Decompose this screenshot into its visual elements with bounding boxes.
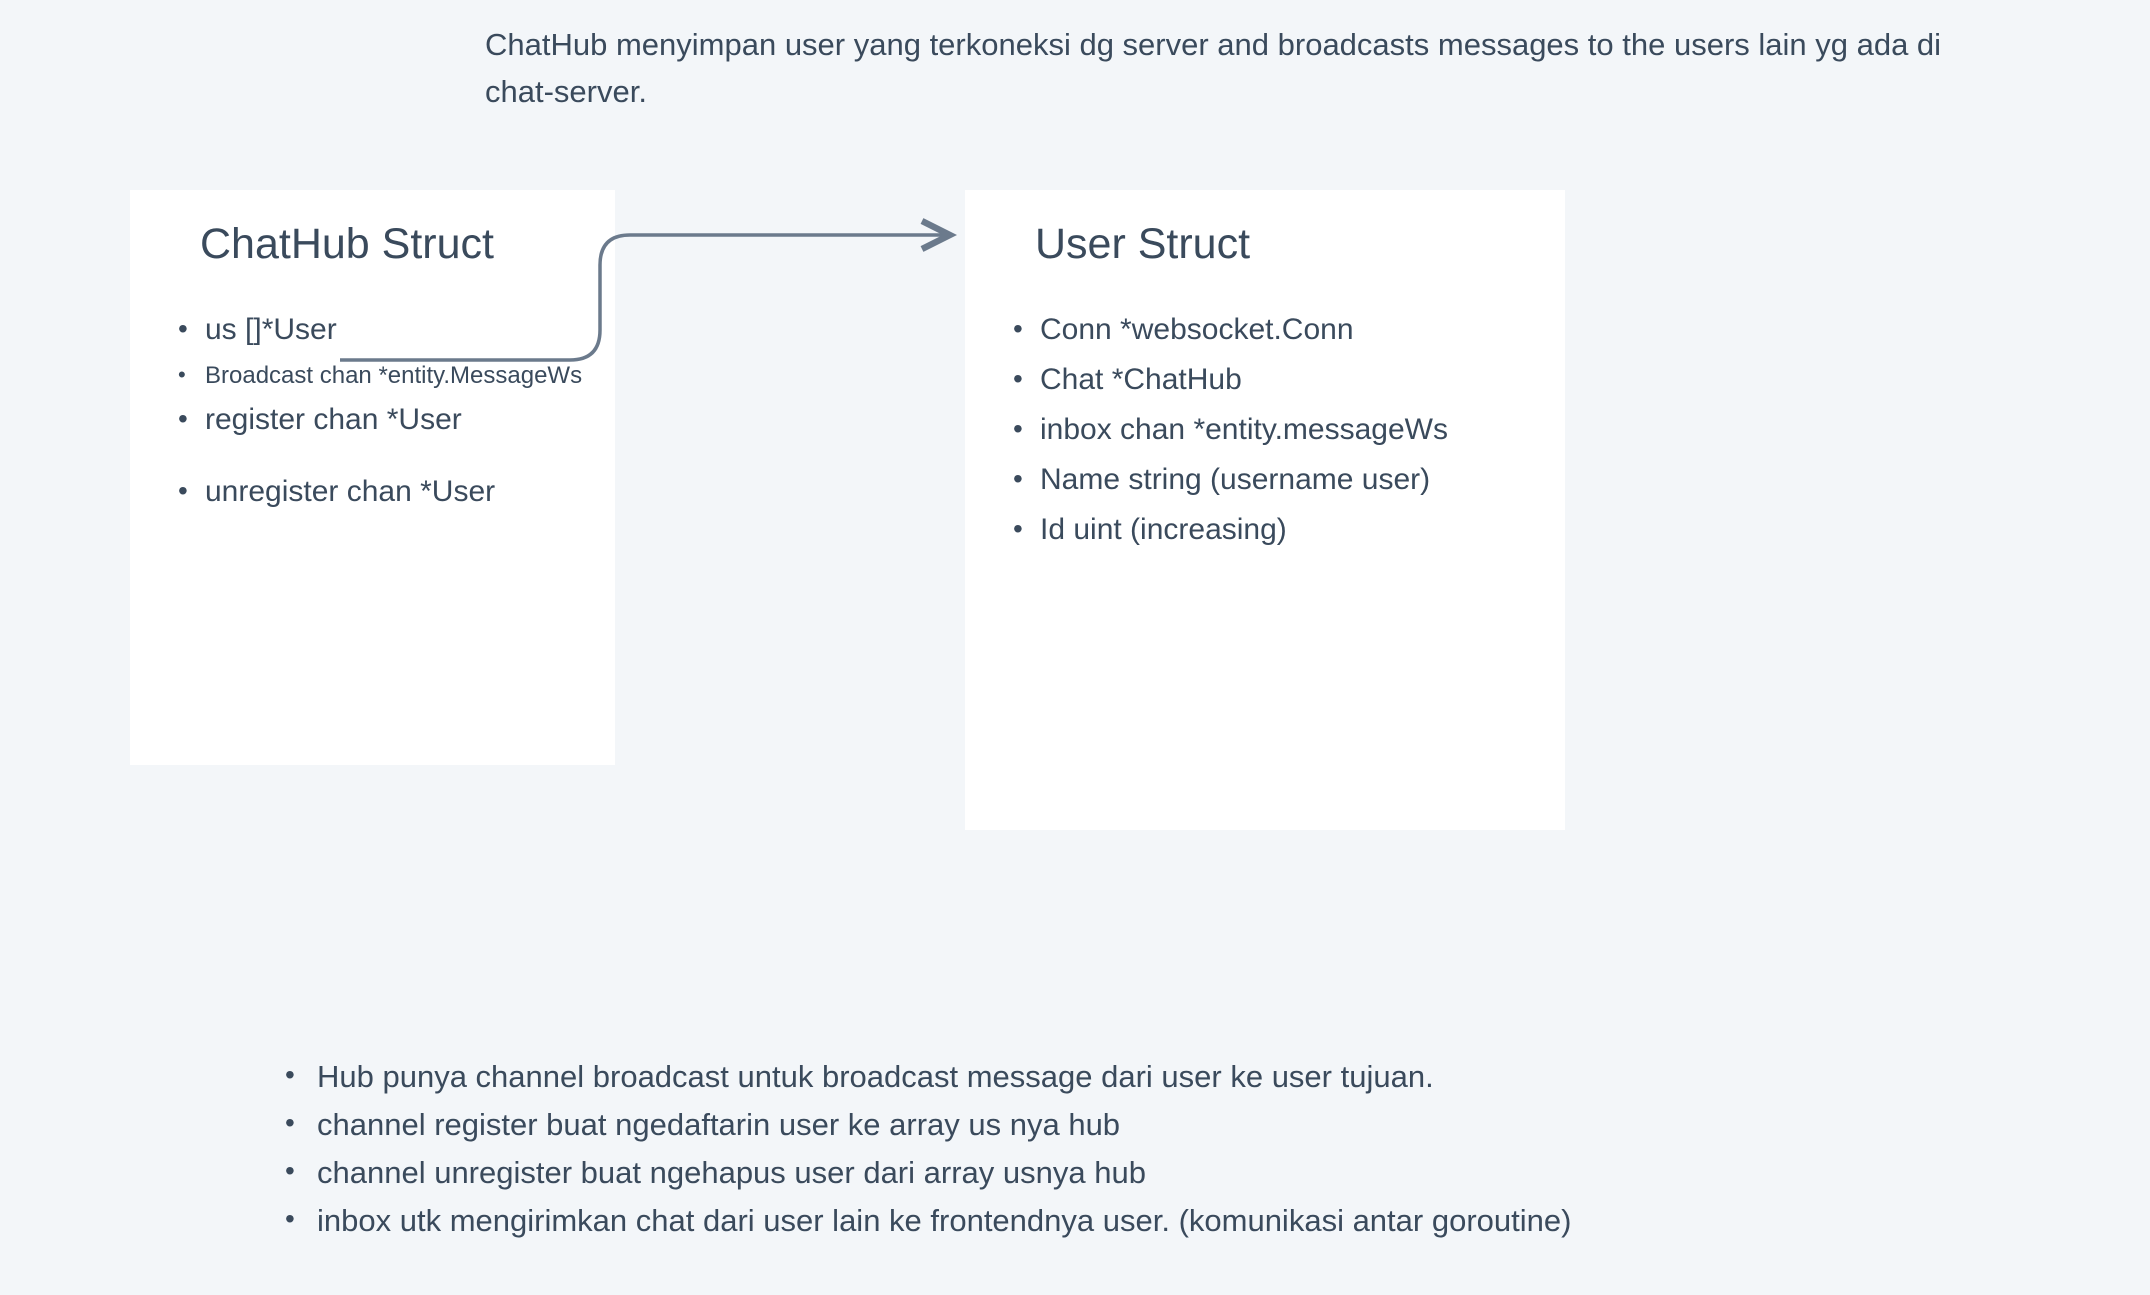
chathub-field: Broadcast chan *entity.MessageWs	[170, 359, 585, 393]
user-field-list: Conn *websocket.Conn Chat *ChatHub inbox…	[995, 309, 1535, 551]
user-title: User Struct	[995, 220, 1535, 269]
bottom-notes: Hub punya channel broadcast untuk broadc…	[275, 1053, 1875, 1245]
chathub-field-list: us []*User Broadcast chan *entity.Messag…	[160, 309, 585, 513]
user-card: User Struct Conn *websocket.Conn Chat *C…	[965, 190, 1565, 830]
top-description: ChatHub menyimpan user yang terkoneksi d…	[485, 22, 1985, 115]
user-field: Name string (username user)	[1005, 459, 1535, 501]
user-field: Chat *ChatHub	[1005, 359, 1535, 401]
user-field: inbox chan *entity.messageWs	[1005, 409, 1535, 451]
chathub-field: unregister chan *User	[170, 471, 585, 513]
chathub-card: ChatHub Struct us []*User Broadcast chan…	[130, 190, 615, 765]
note-item: Hub punya channel broadcast untuk broadc…	[275, 1053, 1875, 1101]
chathub-field: us []*User	[170, 309, 585, 351]
chathub-field: register chan *User	[170, 399, 585, 441]
user-field: Id uint (increasing)	[1005, 509, 1535, 551]
user-field: Conn *websocket.Conn	[1005, 309, 1535, 351]
note-item: channel unregister buat ngehapus user da…	[275, 1149, 1875, 1197]
chathub-title: ChatHub Struct	[160, 220, 585, 269]
note-item: channel register buat ngedaftarin user k…	[275, 1101, 1875, 1149]
note-item: inbox utk mengirimkan chat dari user lai…	[275, 1197, 1875, 1245]
